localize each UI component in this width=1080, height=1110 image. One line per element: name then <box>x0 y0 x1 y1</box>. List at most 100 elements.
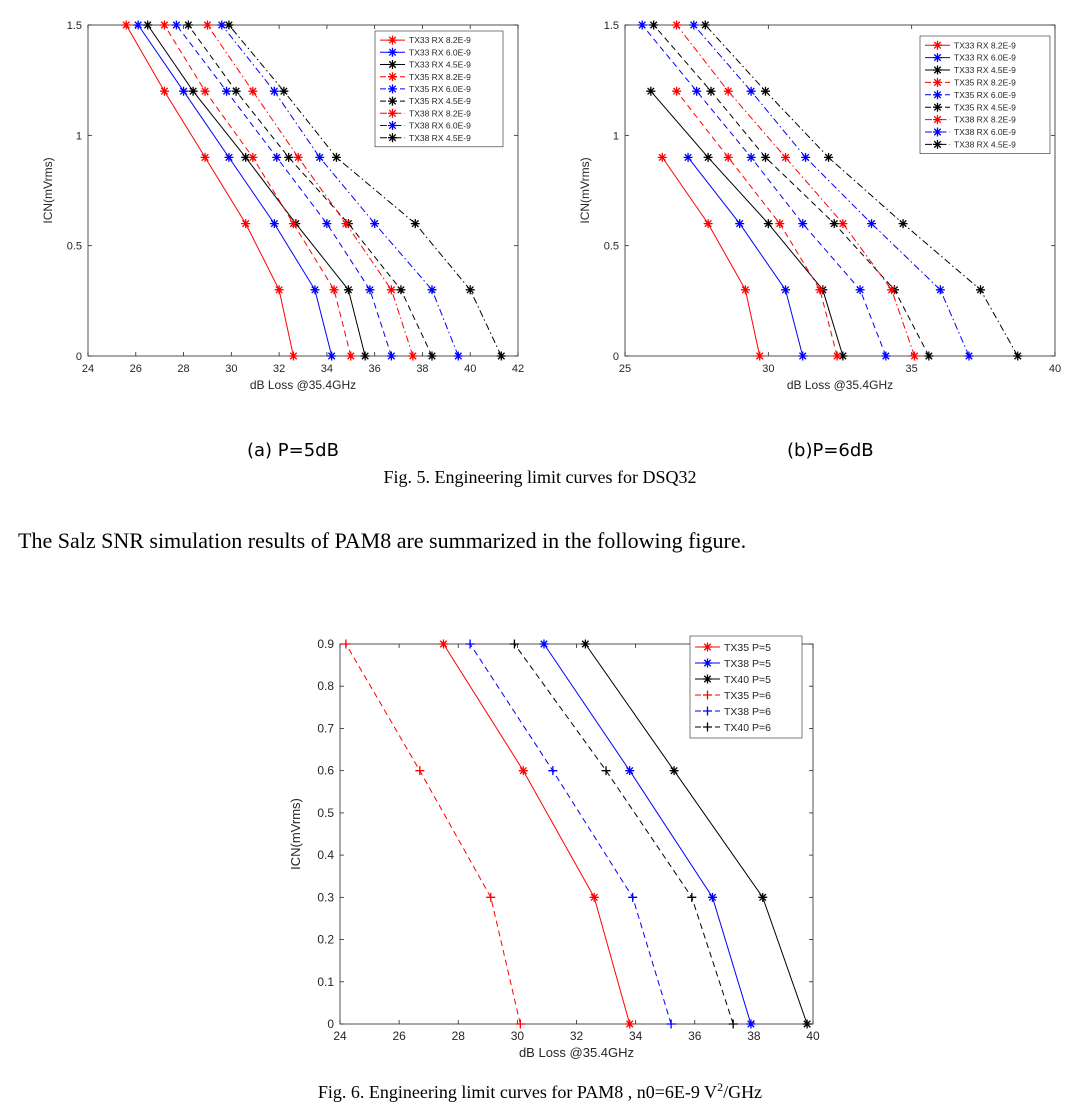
legend-entry: TX33 RX 6.0E-9 <box>409 47 471 57</box>
data-point <box>515 1019 525 1029</box>
legend-marker <box>933 65 942 75</box>
y-tick-label: 0 <box>613 351 619 363</box>
series-4 <box>465 639 676 1029</box>
data-point <box>329 285 339 295</box>
data-point <box>322 219 332 229</box>
data-point <box>829 219 839 229</box>
x-tick-label: 30 <box>225 363 237 375</box>
series-6 <box>672 20 920 361</box>
data-point <box>781 285 791 295</box>
x-axis-label: dB Loss @35.4GHz <box>787 378 893 392</box>
body-paragraph: The Salz SNR simulation results of PAM8 … <box>18 528 747 553</box>
y-tick-label: 1.5 <box>604 20 619 32</box>
data-point <box>935 285 945 295</box>
series-line <box>676 24 915 357</box>
data-point <box>881 351 891 361</box>
data-point <box>465 285 475 295</box>
x-axis-label: dB Loss @35.4GHz <box>519 1045 634 1060</box>
data-point <box>832 351 842 361</box>
series-line <box>641 24 887 357</box>
data-point <box>539 639 549 649</box>
series-line <box>704 24 1019 357</box>
data-point <box>346 351 356 361</box>
legend-marker <box>703 642 712 652</box>
figure5-caption: Fig. 5. Engineering limit curves for DSQ… <box>383 467 697 487</box>
data-point <box>775 219 785 229</box>
y-tick-label: 0.9 <box>317 637 334 651</box>
series-3 <box>159 20 356 361</box>
legend-marker <box>933 102 942 112</box>
data-point <box>781 152 791 162</box>
data-point <box>735 219 745 229</box>
series-line <box>147 24 366 357</box>
legend-marker <box>933 139 942 149</box>
data-point <box>143 20 153 30</box>
legend-entry: TX38 P=6 <box>724 706 771 718</box>
data-point <box>758 892 768 902</box>
y-axis-label: ICN(mVrms) <box>578 157 592 223</box>
x-tick-label: 32 <box>570 1029 584 1043</box>
data-point <box>202 20 212 30</box>
series-7 <box>217 20 463 361</box>
data-point <box>855 285 865 295</box>
y-tick-label: 0.4 <box>317 848 334 862</box>
data-point <box>248 152 258 162</box>
data-point <box>241 219 251 229</box>
series-line <box>584 643 808 1025</box>
legend-entry: TX38 RX 8.2E-9 <box>954 115 1016 125</box>
legend-entry: TX33 RX 8.2E-9 <box>409 35 471 45</box>
y-axis-label: ICN(mVrms) <box>288 798 303 870</box>
y-tick-label: 0 <box>327 1017 334 1031</box>
data-point <box>224 20 234 30</box>
subfigure-label-b: (b)P=6dB <box>787 440 874 461</box>
x-tick-label: 28 <box>177 363 189 375</box>
y-tick-label: 0.7 <box>317 721 334 735</box>
series-7 <box>689 20 974 361</box>
y-tick-label: 1.5 <box>67 20 82 32</box>
x-tick-label: 32 <box>273 363 285 375</box>
legend-box <box>689 635 803 739</box>
data-point <box>740 285 750 295</box>
series-line <box>693 24 970 357</box>
x-tick-label: 40 <box>806 1029 820 1043</box>
data-point <box>279 86 289 96</box>
chart-fig5a-svg: 24 26 28 30 32 34 36 38 40 42 0 0.5 1 1.5 dB Loss @35.… <box>41 20 524 392</box>
data-point <box>284 152 294 162</box>
x-tick-label: 38 <box>747 1029 761 1043</box>
legend-marker <box>703 706 712 716</box>
legend-marker <box>388 121 397 130</box>
data-point <box>518 766 528 776</box>
x-tick-label: 36 <box>688 1029 702 1043</box>
x-tick-label: 36 <box>369 363 381 375</box>
legend-marker <box>933 77 942 87</box>
legend-entry: TX35 RX 6.0E-9 <box>954 90 1016 100</box>
data-point <box>637 20 647 30</box>
legend-marker <box>388 47 397 57</box>
data-point <box>486 892 496 902</box>
series-line <box>206 24 414 357</box>
series-line <box>221 24 459 357</box>
y-tick-label: 0.8 <box>317 679 334 693</box>
data-point <box>898 219 908 229</box>
data-point <box>669 766 679 776</box>
legend-entry: TX35 RX 8.2E-9 <box>954 77 1016 87</box>
legend-entry: TX40 P=6 <box>724 722 771 734</box>
data-point <box>427 351 437 361</box>
legend-marker <box>388 72 397 82</box>
legend-entry: TX38 RX 4.5E-9 <box>954 139 1016 149</box>
series-3 <box>341 639 525 1029</box>
data-point <box>438 639 448 649</box>
data-point <box>274 285 284 295</box>
data-point <box>171 20 181 30</box>
legend-entry: TX33 RX 4.5E-9 <box>409 60 471 70</box>
data-point <box>687 892 697 902</box>
data-point <box>269 219 279 229</box>
x-tick-label: 38 <box>416 363 428 375</box>
x-tick-label: 25 <box>619 363 631 375</box>
legend-entry: TX38 P=5 <box>724 658 771 670</box>
series-line <box>543 643 752 1025</box>
y-tick-label: 0.5 <box>604 241 619 253</box>
data-point <box>666 1019 676 1029</box>
y-tick-label: 0.5 <box>67 241 82 253</box>
series-3 <box>672 86 842 361</box>
